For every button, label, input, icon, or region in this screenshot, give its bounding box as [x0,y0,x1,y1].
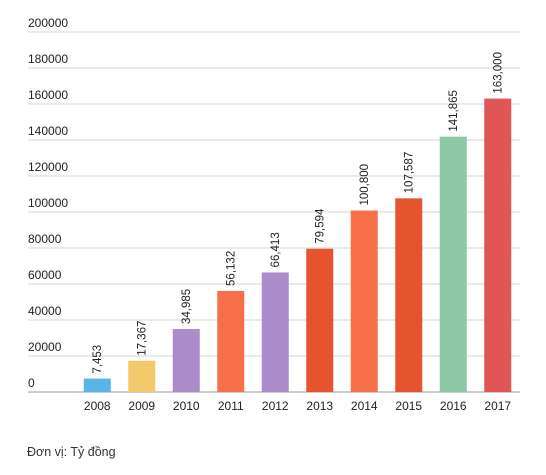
data-label-2009: 17,367 [137,321,149,356]
data-label-2016: 141,865 [448,90,460,132]
bar-2014 [350,210,378,392]
bar-2013 [306,248,334,392]
y-tick-label: 180000 [28,52,68,66]
x-tick-label: 2014 [351,399,378,413]
x-tick-label: 2008 [84,399,111,413]
y-tick-label: 100000 [28,196,68,210]
bar-2015 [395,198,423,392]
data-label-2013: 79,594 [315,208,327,244]
bar-2012 [261,272,289,392]
x-tick-label: 2010 [173,399,200,413]
y-tick-label: 60000 [28,268,62,282]
x-tick-label: 2011 [218,399,244,413]
data-label-2010: 34,985 [181,289,193,324]
y-tick-label: 20000 [28,340,62,354]
bar-2016 [439,136,467,392]
x-tick-label: 2017 [484,399,511,413]
x-tick-label: 2012 [262,399,289,413]
y-tick-label: 0 [28,376,35,390]
x-tick-label: 2015 [395,399,422,413]
bar-2010 [172,329,200,392]
bar-2011 [217,290,245,392]
y-tick-label: 80000 [28,232,62,246]
y-tick-label: 200000 [28,16,68,30]
y-axis-ticks: 0 20000 40000 60000 80000 100000 120000 140000 1… [28,16,68,390]
y-tick-label: 140000 [28,124,68,138]
gridlines [28,31,520,393]
data-labels: 7,453 17,367 34,985 56,132 66,413 79,594 100,8… [92,52,505,374]
y-tick-label: 160000 [28,88,68,102]
bar-chart: 0 20000 40000 60000 80000 100000 120000 140000 1… [28,16,520,413]
bar-2008 [83,378,111,392]
x-tick-label: 2013 [306,399,333,413]
bar-2017 [484,98,512,392]
data-label-2008: 7,453 [92,345,104,374]
data-label-2017: 163,000 [493,52,505,94]
unit-note: Đơn vị: Tỷ đồng [27,445,116,459]
x-tick-label: 2016 [440,399,467,413]
x-axis-ticks: 2008 2009 2010 2011 2012 2013 2014 2015 2016 2017 [84,399,512,413]
y-tick-label: 120000 [28,160,68,174]
data-label-2012: 66,413 [270,232,282,267]
y-tick-label: 40000 [28,304,62,318]
data-label-2015: 107,587 [404,152,416,194]
data-label-2014: 100,800 [359,164,371,206]
data-label-2011: 56,132 [226,251,238,286]
x-tick-label: 2009 [128,399,155,413]
bar-2009 [128,360,156,392]
bars [83,98,512,392]
